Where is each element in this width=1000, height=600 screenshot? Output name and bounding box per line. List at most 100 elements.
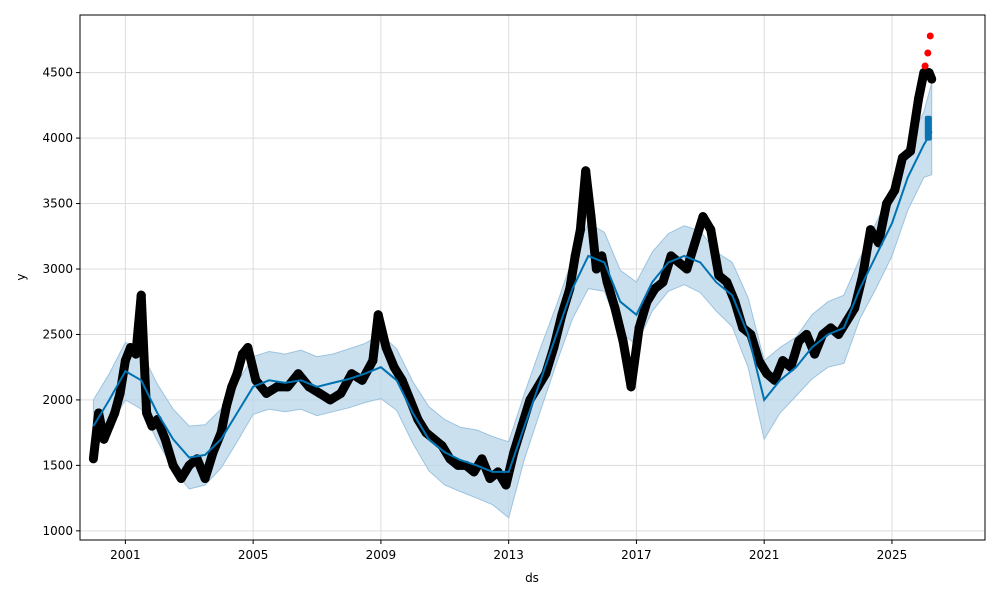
actual-data-point — [337, 390, 344, 397]
forecast-block — [924, 115, 932, 141]
actual-data-segment — [517, 395, 535, 431]
actual-data-point — [375, 311, 382, 318]
actual-data-point — [143, 410, 150, 417]
actual-data-point — [117, 390, 124, 397]
actual-data-point — [907, 148, 914, 155]
actual-data-segment — [682, 238, 700, 274]
actual-data-point — [178, 475, 185, 482]
actual-data-point — [162, 436, 169, 443]
actual-data-point — [827, 324, 834, 331]
actual-data-segment — [890, 153, 907, 195]
actual-data-point — [604, 279, 611, 286]
actual-data-point — [526, 396, 533, 403]
actual-data-point — [620, 337, 627, 344]
x-tick-label: 2017 — [621, 548, 652, 562]
actual-data-point — [274, 383, 281, 390]
plot-frame — [79, 14, 986, 541]
actual-data-point — [795, 337, 802, 344]
actual-data-point — [636, 324, 643, 331]
actual-data-point — [391, 364, 398, 371]
actual-data-point — [327, 396, 334, 403]
red-data-point — [924, 49, 932, 57]
actual-data-point — [588, 213, 595, 220]
actual-data-point — [305, 383, 312, 390]
actual-data-point — [643, 298, 650, 305]
x-tick-label: 2001 — [110, 548, 141, 562]
actual-data-point — [228, 383, 235, 390]
actual-data-point — [572, 252, 579, 259]
actual-data-point — [106, 423, 113, 430]
actual-data-point — [577, 226, 584, 233]
actual-data-point — [454, 462, 461, 469]
y-tick-label: 2000 — [42, 393, 73, 407]
actual-data-segment — [746, 329, 764, 366]
actual-data-point — [359, 377, 366, 384]
actual-data-point — [486, 475, 493, 482]
y-tick-label: 1500 — [42, 458, 73, 472]
actual-data-point — [755, 357, 762, 364]
actual-data-point — [598, 252, 605, 259]
actual-data-point — [867, 226, 874, 233]
actual-data-segment — [541, 343, 559, 379]
actual-data-point — [252, 377, 259, 384]
actual-data-point — [928, 76, 935, 83]
actual-data-point — [100, 436, 107, 443]
actual-data-point — [462, 462, 469, 469]
actual-data-point — [668, 252, 675, 259]
y-tick-label: 1000 — [42, 524, 73, 538]
actual-data-segment — [581, 166, 596, 222]
actual-data-point — [651, 285, 658, 292]
actual-data-segment — [557, 284, 575, 320]
actual-data-point — [926, 69, 933, 76]
actual-data-point — [122, 357, 129, 364]
actual-data-point — [859, 272, 866, 279]
actual-data-segment — [858, 225, 876, 281]
actual-data-segment — [905, 94, 924, 156]
actual-data-point — [779, 357, 786, 364]
actual-data-point — [154, 416, 161, 423]
actual-data-point — [715, 272, 722, 279]
y-tick-label: 3500 — [42, 197, 73, 211]
actual-data-point — [478, 455, 485, 462]
y-tick-label: 2500 — [42, 327, 73, 341]
actual-data-segment — [626, 323, 644, 392]
actual-data-point — [316, 390, 323, 397]
actual-data-segment — [243, 343, 261, 385]
actual-data-point — [612, 305, 619, 312]
x-tick-label: 2021 — [749, 548, 780, 562]
red-data-point — [926, 32, 934, 40]
red-points-layer — [921, 32, 934, 70]
x-tick-label: 2025 — [877, 548, 908, 562]
actual-data-point — [170, 462, 177, 469]
x-tick-label: 2005 — [238, 548, 269, 562]
actual-data-point — [127, 344, 134, 351]
actual-data-point — [383, 344, 390, 351]
actual-data-segment — [160, 434, 178, 470]
actual-data-point — [915, 95, 922, 102]
y-axis-ticks: 1000 1500 2000 2500 3000 3500 4000 4500 — [42, 66, 80, 538]
actual-data-point — [132, 351, 139, 358]
actual-data-point — [218, 429, 225, 436]
actual-data-point — [210, 449, 217, 456]
actual-data-point — [628, 383, 635, 390]
forecast-line-layer — [92, 130, 933, 473]
actual-data-point — [835, 331, 842, 338]
actual-data-point — [899, 154, 906, 161]
actual-data-segment — [602, 277, 620, 313]
forecast-block-layer — [924, 115, 932, 141]
actual-data-point — [787, 364, 794, 371]
y-tick-label: 4500 — [42, 66, 73, 80]
actual-data-point — [660, 279, 667, 286]
actual-data-segment — [136, 290, 152, 418]
actual-data-point — [691, 239, 698, 246]
y-tick-label: 3000 — [42, 262, 73, 276]
actual-data-point — [244, 344, 251, 351]
actual-data-point — [707, 226, 714, 233]
y-axis-label: y — [14, 273, 28, 280]
actual-data-point — [202, 475, 209, 482]
actual-data-point — [582, 167, 589, 174]
actual-data-point — [186, 462, 193, 469]
actual-data-point — [803, 331, 810, 338]
actual-data-point — [111, 410, 118, 417]
